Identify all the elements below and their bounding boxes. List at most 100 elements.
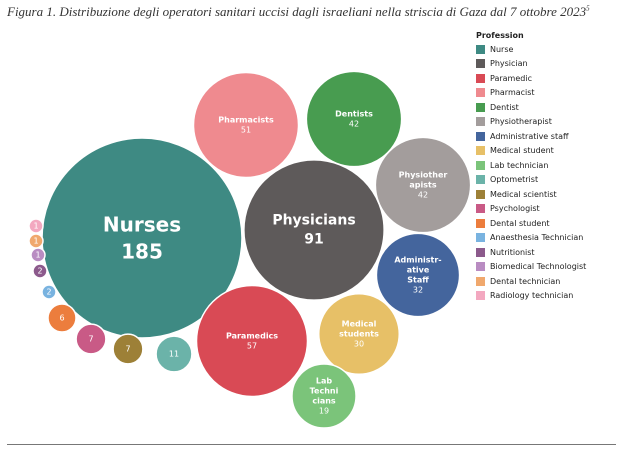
legend-swatch [476,189,485,199]
bubble-circle [32,263,48,279]
legend-swatch [476,247,485,257]
legend-label: Medical scientist [490,189,557,199]
bubble-circle [374,136,472,234]
bubble-circle [291,363,357,429]
legend-item: Nutritionist [476,245,586,260]
legend-label: Nurse [490,44,514,54]
bubble-label: Lab [316,377,332,386]
legend-label: Dental technician [490,276,561,286]
legend-label: Physician [490,59,528,69]
bubble-value: 51 [241,126,251,135]
bubble-value: 6 [59,314,64,323]
bubble-circle [28,218,44,234]
legend-item: Physiotherapist [476,115,586,130]
legend-swatch [476,44,485,54]
bubble-label: apists [409,181,436,190]
bubble-value: 7 [125,345,130,354]
legend-swatch [476,160,485,170]
bubble-value: 30 [354,340,364,349]
legend-item: Lab technician [476,158,586,173]
figure-caption: Figura 1. Distribuzione degli operatori … [7,4,627,20]
legend-item: Paramedic [476,71,586,86]
legend-item: Radiology technician [476,289,586,304]
bubble-label: Pharmacists [218,116,274,125]
legend-item: Dental student [476,216,586,231]
bubble-value: 42 [349,120,359,129]
bubble-circle [305,70,403,168]
legend-label: Dentist [490,102,519,112]
bubble-biomedical-technologist: 1 [30,247,46,263]
legend-swatch [476,73,485,83]
bubble-circle [192,71,300,179]
bubble-optometrist: 11 [155,335,193,373]
legend-item: Dental technician [476,274,586,289]
bubble-circle [317,292,401,376]
bubble-psychologist: 7 [75,323,107,355]
legend-item: Medical student [476,144,586,159]
legend-label: Physiotherapist [490,117,552,127]
bubble-label: ative [407,266,430,275]
legend-item: Optometrist [476,173,586,188]
legend: Profession Nurse Physician Paramedic Pharma… [476,30,586,303]
bubble-label: Techni [310,387,339,396]
bubble-radiology-technician: 1 [28,218,44,234]
bubble-circle [155,335,193,373]
bubble-circle [375,232,461,318]
bottom-rule [7,444,616,445]
legend-label: Optometrist [490,175,539,185]
bubble-dental-student: 6 [47,303,77,333]
legend-swatch [476,233,485,243]
legend-swatch [476,291,485,301]
legend-label: Pharmacist [490,88,535,98]
bubble-label: Dentists [335,110,373,119]
bubble-label: Staff [407,276,429,285]
bubble-circle [41,284,57,300]
legend-label: Biomedical Technologist [490,262,587,272]
legend-swatch [476,218,485,228]
bubble-nurse: Nurses 185 [41,137,243,339]
legend-label: Lab technician [490,160,549,170]
legend-item: Dentist [476,100,586,115]
bubble-label: Paramedics [226,332,278,341]
legend-label: Psychologist [490,204,540,214]
legend-item: Pharmacist [476,86,586,101]
legend-swatch [476,175,485,185]
legend-swatch [476,262,485,272]
bubble-label: Nurses [103,213,181,237]
bubble-circle [243,159,385,301]
bubble-label: Medical [342,320,377,329]
legend-swatch [476,102,485,112]
legend-swatch [476,204,485,214]
bubble-value: 91 [304,232,323,248]
legend-swatch [476,59,485,69]
legend-items: Nurse Physician Paramedic Pharmacist Dentist… [476,42,586,303]
legend-label: Nutritionist [490,247,535,257]
bubble-value: 32 [413,286,423,295]
bubble-value: 19 [319,407,329,416]
bubble-circle [195,284,309,398]
legend-label: Paramedic [490,73,532,83]
bubble-value: 1 [33,237,38,246]
legend-swatch [476,146,485,156]
bubble-value: 42 [418,191,428,200]
bubble-nutritionist: 2 [32,263,48,279]
bubble-value: 11 [169,350,179,359]
bubble-circle [75,323,107,355]
bubble-circle [28,233,44,249]
legend-item: Medical scientist [476,187,586,202]
bubble-value: 185 [121,240,163,264]
legend-item: Physician [476,57,586,72]
caption-footnote-ref: 5 [586,4,590,13]
legend-item: Anaesthesia Technician [476,231,586,246]
bubble-anaesthesia-technician: 2 [41,284,57,300]
bubble-label: cians [312,397,336,406]
legend-title: Profession [476,31,524,40]
legend-label: Dental student [490,218,550,228]
